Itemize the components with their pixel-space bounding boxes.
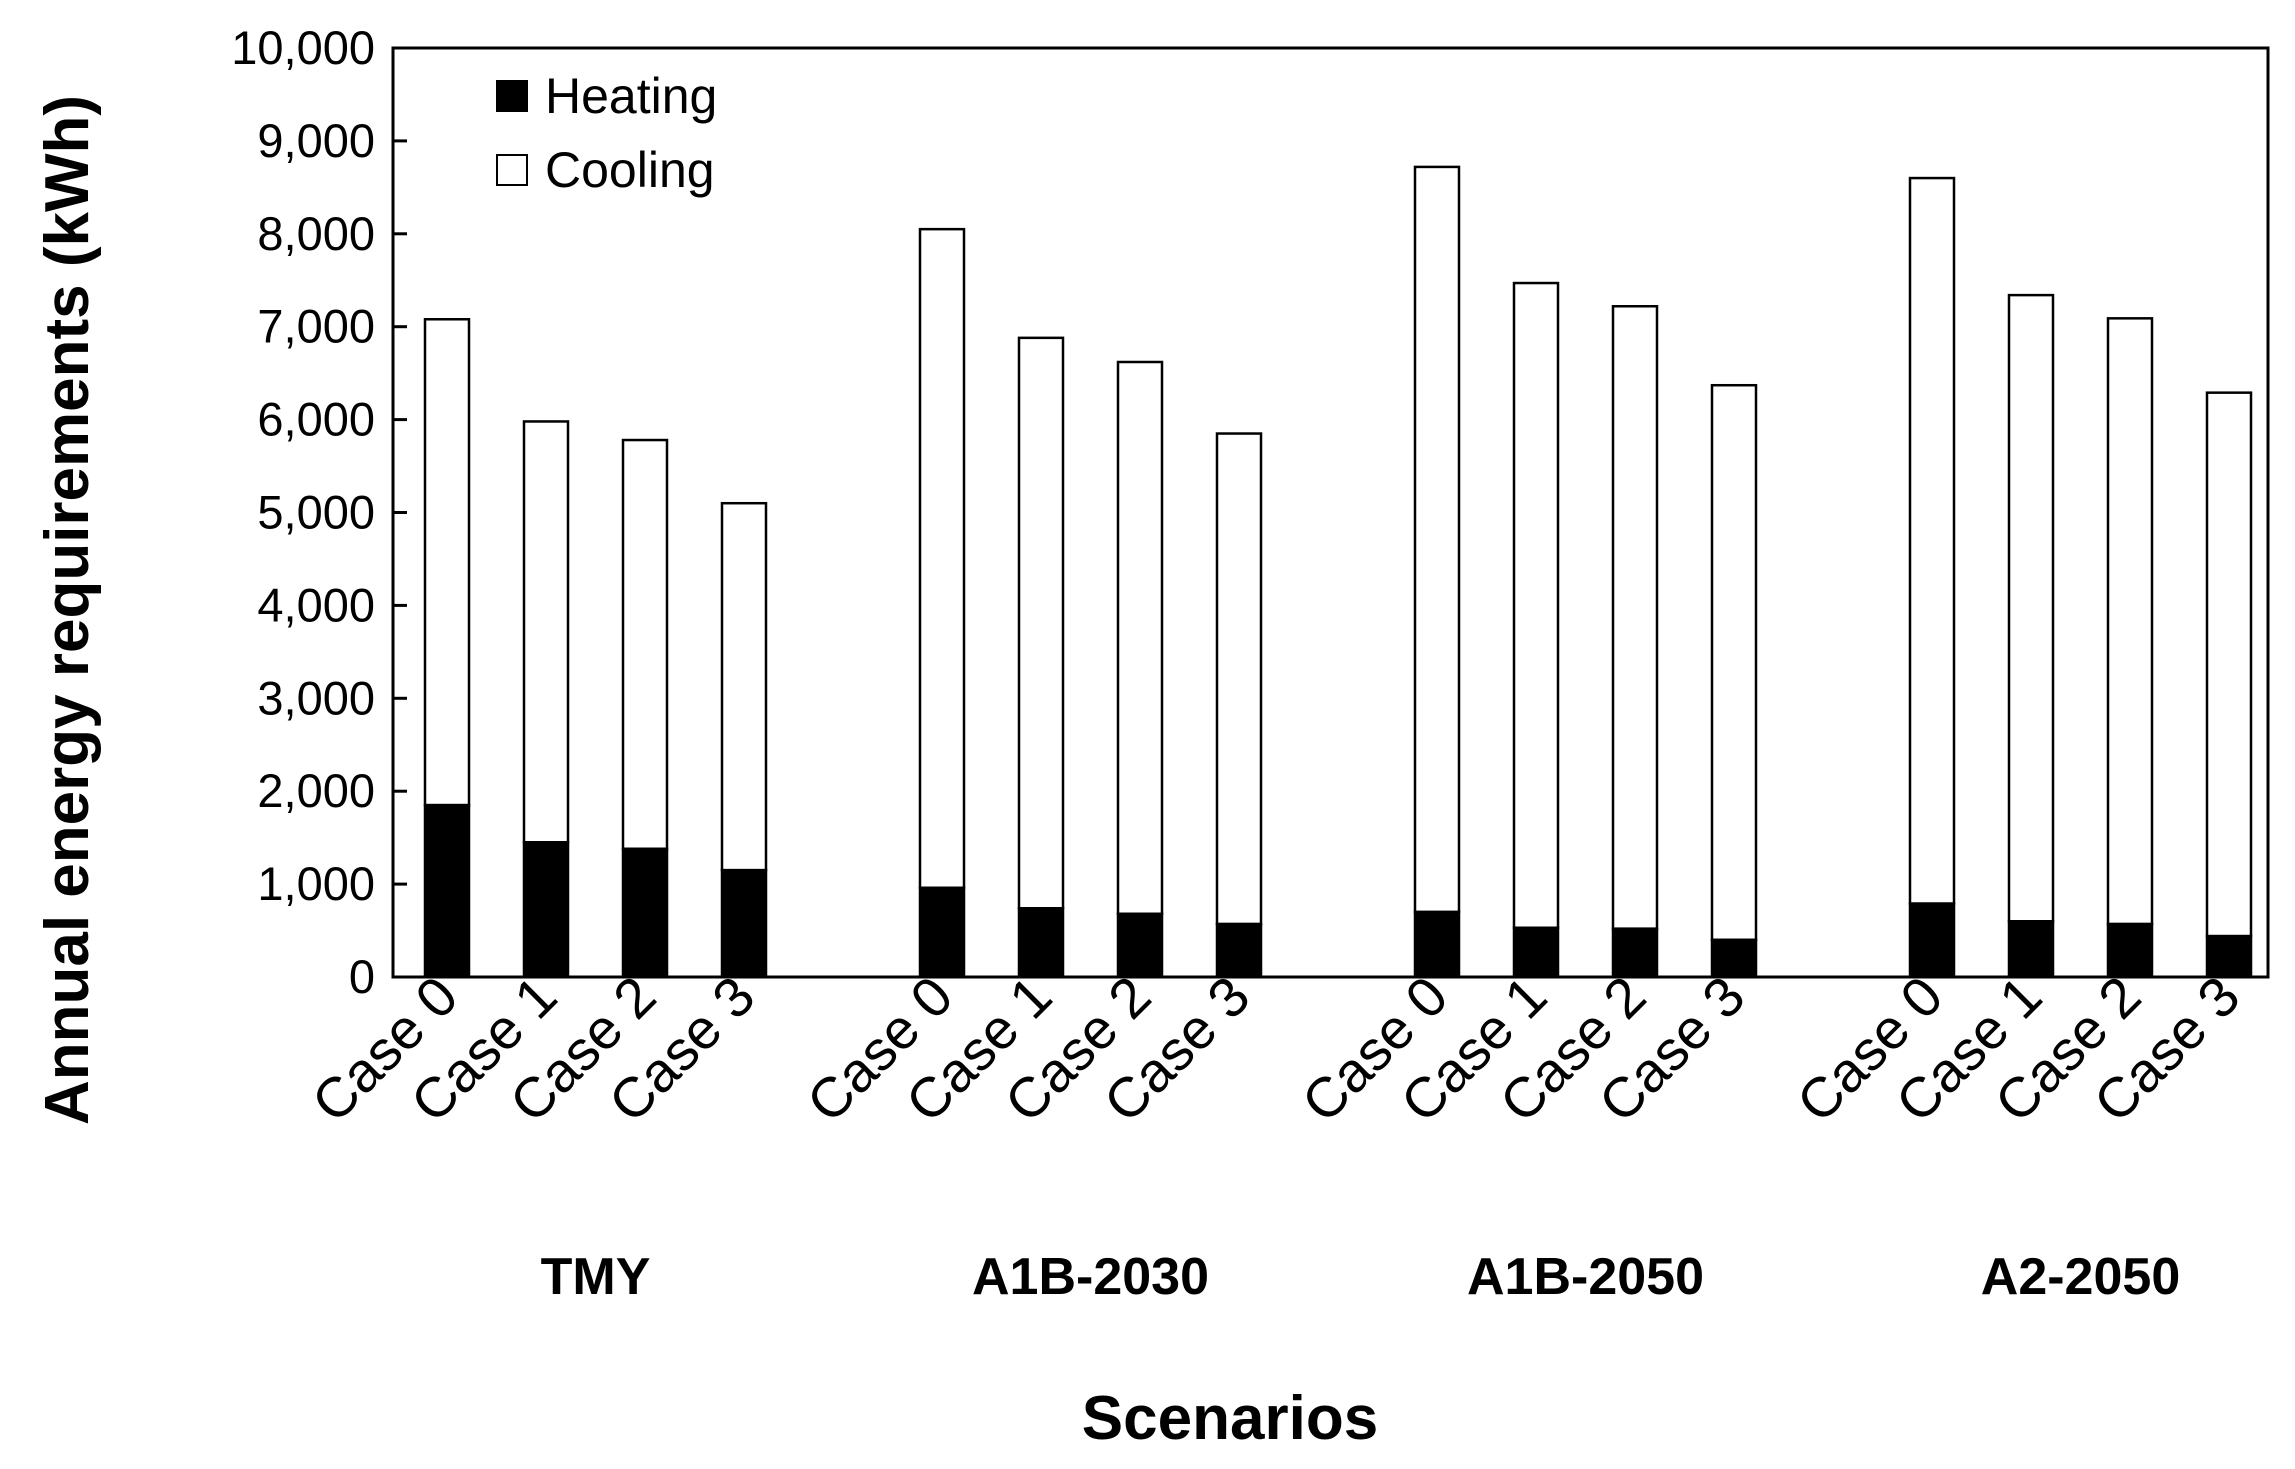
y-tick-label: 10,000 xyxy=(231,21,375,74)
bar-heating-a2-2050-case-3 xyxy=(2205,934,2253,979)
bar-cooling-tmy-case-3 xyxy=(720,501,768,872)
group-label-a1b-2030: A1B-2030 xyxy=(972,1248,1209,1306)
bar-heating-a1b-2050-case-3 xyxy=(1710,938,1758,979)
legend: Heating Cooling xyxy=(496,68,717,198)
bar-cooling-a2-2050-case-0 xyxy=(1908,176,1956,905)
group-label-a1b-2050: A1B-2050 xyxy=(1467,1248,1704,1306)
bars xyxy=(423,165,2253,979)
y-tick-label: 7,000 xyxy=(257,300,375,353)
group-label-a2-2050: A2-2050 xyxy=(1981,1248,2180,1306)
bar-heating-a2-2050-case-0 xyxy=(1908,902,1956,979)
bar-cooling-a2-2050-case-2 xyxy=(2106,317,2154,926)
bar-heating-a1b-2050-case-0 xyxy=(1413,910,1461,979)
bar-cooling-a1b-2030-case-0 xyxy=(918,227,966,890)
y-tick-label: 8,000 xyxy=(257,207,375,260)
bar-cooling-a1b-2050-case-2 xyxy=(1611,305,1659,930)
y-tick-label: 9,000 xyxy=(257,114,375,167)
bar-cooling-a1b-2050-case-0 xyxy=(1413,165,1461,914)
plot-area-frame xyxy=(391,46,2270,979)
bar-heating-a2-2050-case-2 xyxy=(2106,922,2154,979)
bar-cooling-tmy-case-0 xyxy=(423,318,471,807)
bar-heating-a1b-2030-case-1 xyxy=(1017,907,1065,979)
legend-label-cooling: Cooling xyxy=(545,142,715,198)
legend-swatch-cooling xyxy=(496,154,528,186)
y-axis-title: Annual energy requirements (kWh) xyxy=(33,95,102,1125)
y-tick-label: 4,000 xyxy=(257,578,375,631)
bar-heating-a2-2050-case-1 xyxy=(2007,920,2055,979)
bar-cooling-tmy-case-1 xyxy=(522,420,570,844)
bar-cooling-a1b-2050-case-1 xyxy=(1512,281,1560,930)
group-label-tmy: TMY xyxy=(541,1248,651,1306)
bar-heating-a1b-2030-case-2 xyxy=(1116,912,1164,979)
bar-heating-a1b-2030-case-0 xyxy=(918,886,966,979)
bar-heating-tmy-case-0 xyxy=(423,803,471,979)
bar-cooling-a1b-2050-case-3 xyxy=(1710,383,1758,942)
bar-cooling-tmy-case-2 xyxy=(621,438,669,851)
bar-heating-a1b-2050-case-2 xyxy=(1611,927,1659,979)
bar-heating-tmy-case-1 xyxy=(522,841,570,979)
y-tick-label: 2,000 xyxy=(257,764,375,817)
legend-label-heating: Heating xyxy=(545,68,717,124)
bar-heating-tmy-case-2 xyxy=(621,847,669,979)
y-tick-label: 3,000 xyxy=(257,671,375,724)
legend-swatch-heating xyxy=(496,80,528,112)
y-tick-label: 0 xyxy=(349,950,375,1003)
bar-cooling-a1b-2030-case-3 xyxy=(1215,432,1263,926)
y-tick-label: 5,000 xyxy=(257,486,375,539)
bar-cooling-a2-2050-case-1 xyxy=(2007,293,2055,923)
bar-cooling-a1b-2030-case-1 xyxy=(1017,336,1065,910)
bar-cooling-a2-2050-case-3 xyxy=(2205,391,2253,938)
bar-heating-a1b-2030-case-3 xyxy=(1215,922,1263,979)
y-tick-label: 1,000 xyxy=(257,857,375,910)
bar-heating-tmy-case-3 xyxy=(720,868,768,979)
x-axis-title: Scenarios xyxy=(1082,1384,1378,1453)
y-tick-label: 6,000 xyxy=(257,393,375,446)
bar-heating-a1b-2050-case-1 xyxy=(1512,926,1560,979)
y-ticks: 0 1,000 2,000 3,000 4,000 5,000 6,000 7,000 8,00… xyxy=(231,21,407,1003)
bar-cooling-a1b-2030-case-2 xyxy=(1116,360,1164,916)
